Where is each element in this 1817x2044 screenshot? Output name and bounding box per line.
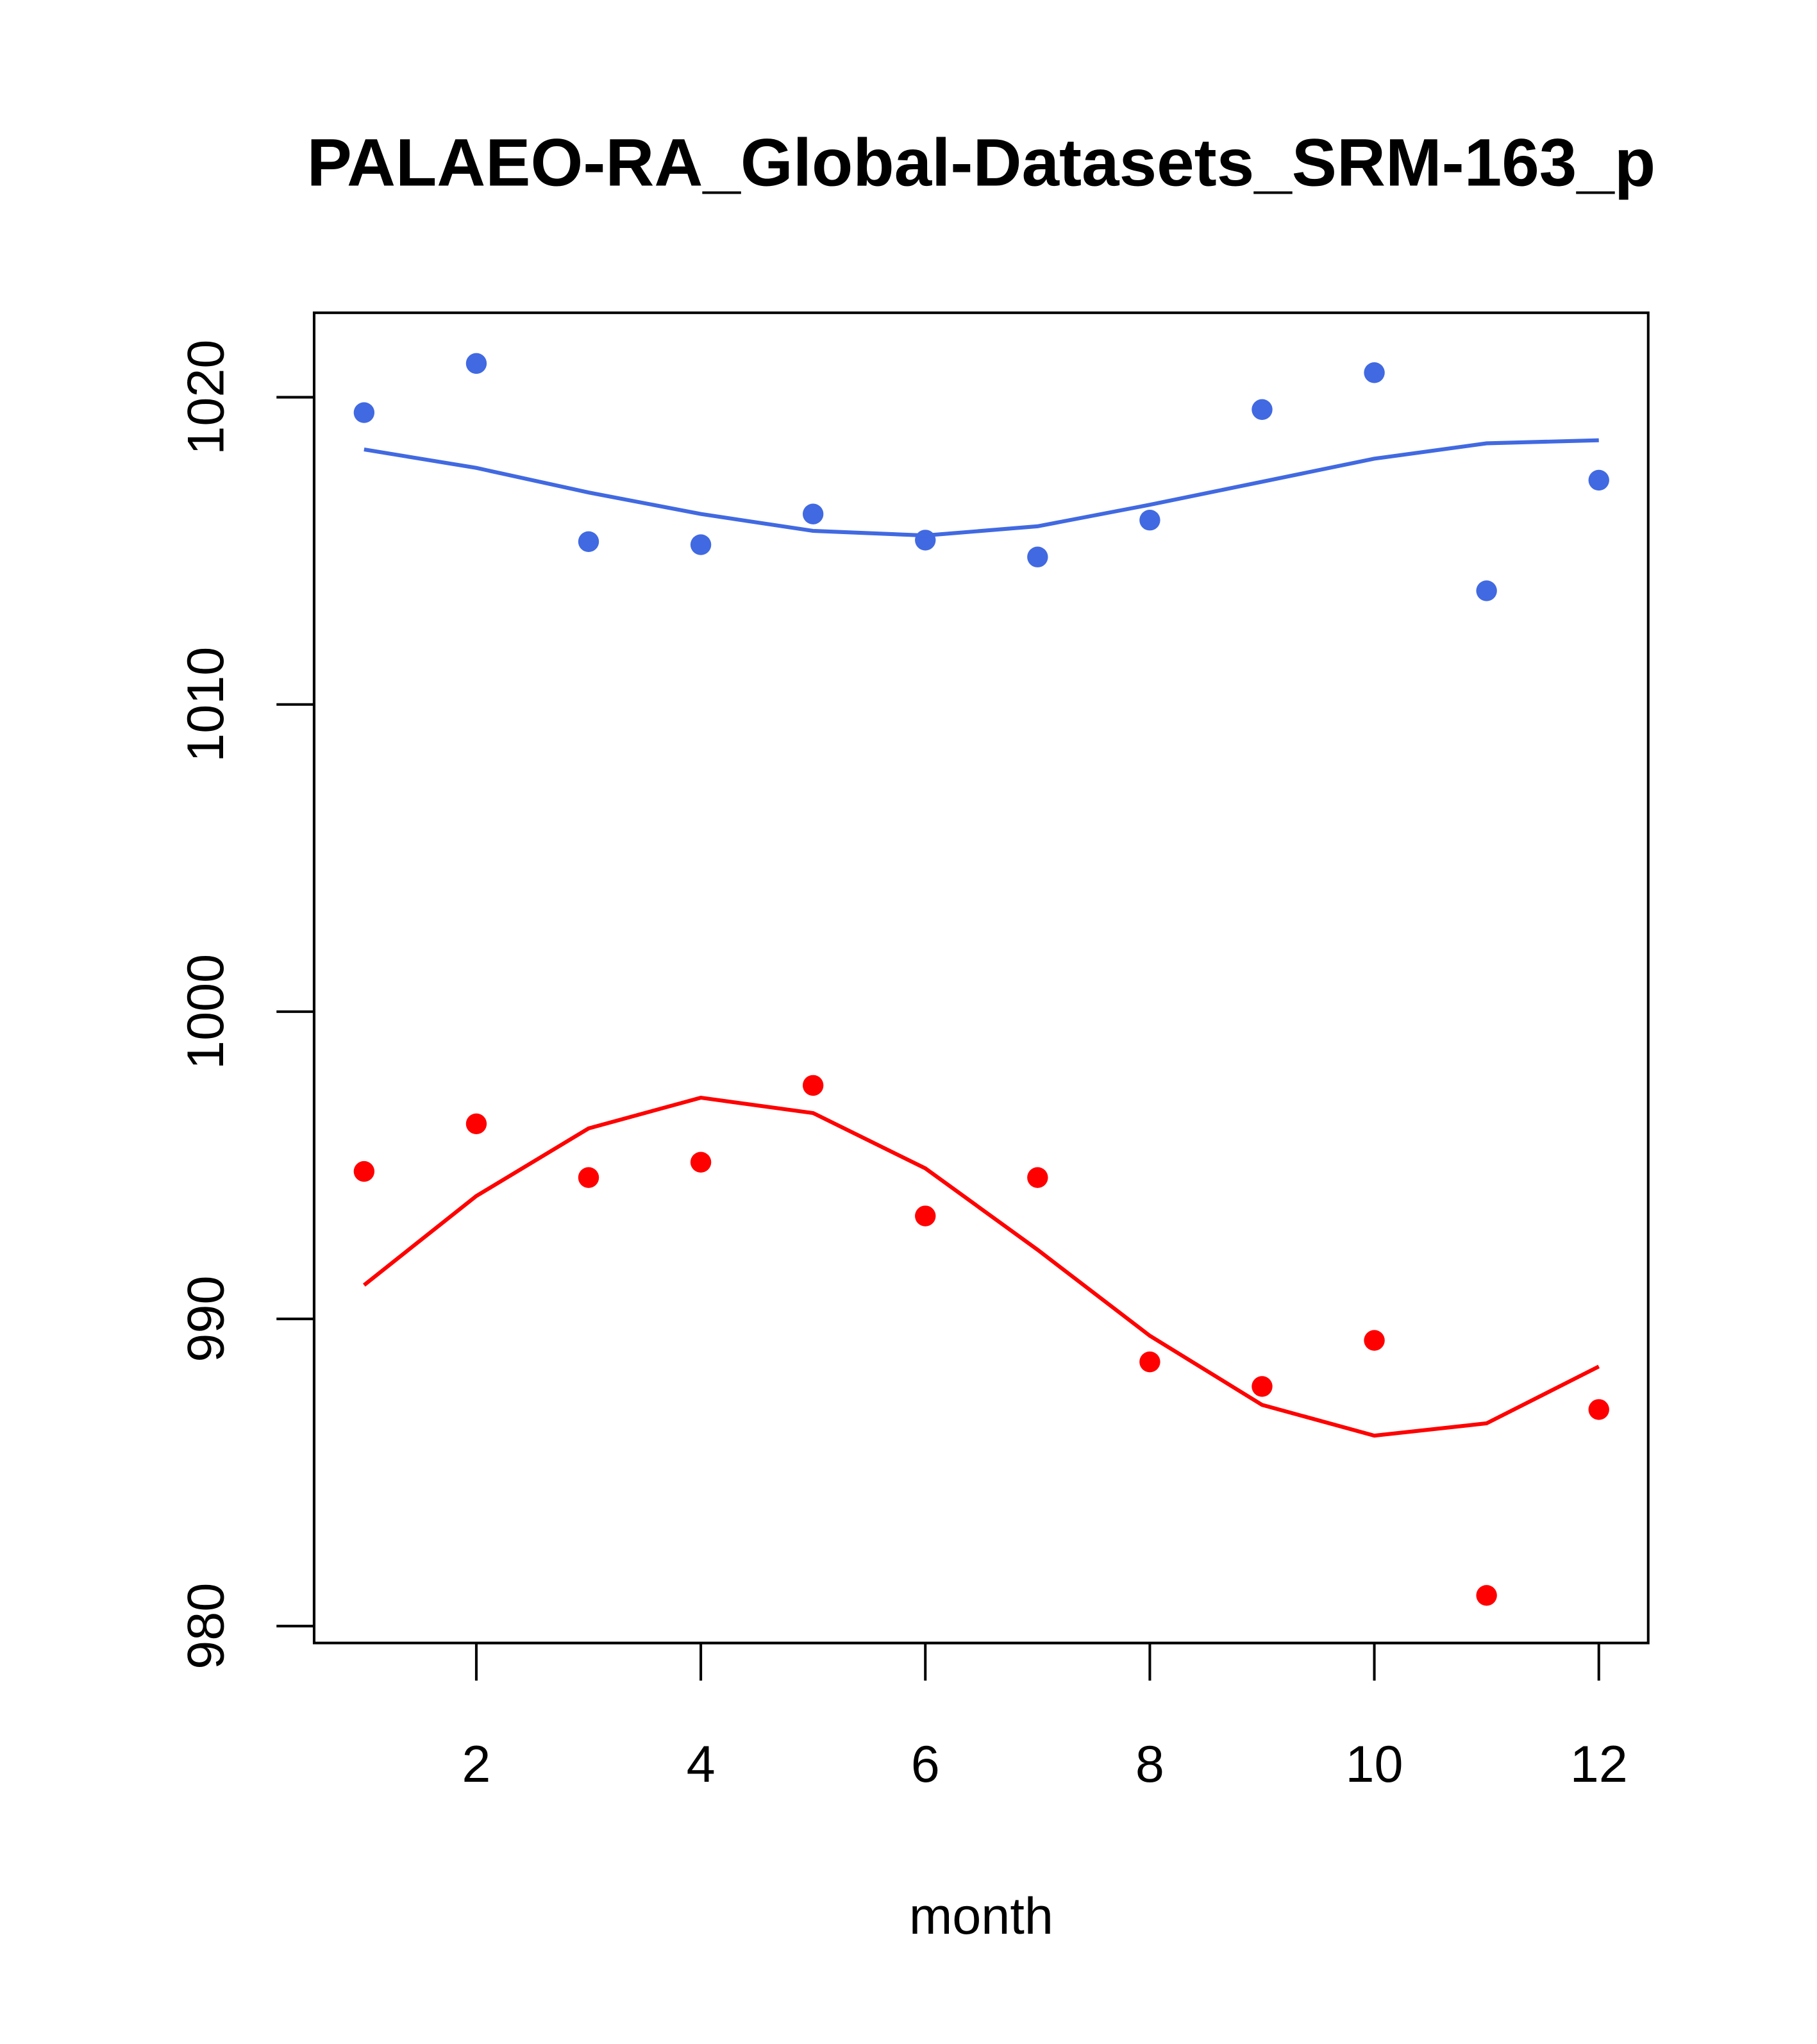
plot-marks	[353, 353, 1609, 1606]
x-axis: 2 4 6 8 10 12	[462, 1641, 1628, 1793]
blue-point	[1476, 580, 1497, 601]
red-point	[915, 1205, 936, 1227]
red-point	[578, 1167, 599, 1188]
x-tick-label: 4	[687, 1736, 716, 1793]
blue-point	[1027, 546, 1048, 567]
y-tick-label: 980	[177, 1583, 235, 1670]
blue-point	[690, 534, 712, 555]
blue-point	[578, 531, 599, 552]
blue-point	[1139, 510, 1160, 531]
x-axis-label: month	[909, 1888, 1053, 1945]
blue-line-series	[364, 438, 1599, 538]
red-line-series	[362, 1095, 1600, 1438]
y-tick-label: 990	[177, 1275, 235, 1362]
red-point	[353, 1160, 375, 1182]
blue-point	[1252, 399, 1273, 420]
chart-title: PALAEO-RA_Global-Datasets_SRM-163_p	[307, 125, 1656, 200]
x-tick-label: 12	[1570, 1736, 1628, 1793]
red-point	[690, 1152, 712, 1173]
y-tick-label: 1020	[177, 340, 235, 455]
blue-point	[1588, 469, 1609, 491]
red-point	[1588, 1399, 1609, 1420]
blue-point	[915, 530, 936, 551]
x-tick-label: 8	[1135, 1736, 1164, 1793]
x-tick-label: 2	[462, 1736, 490, 1793]
y-tick-label: 1000	[177, 954, 235, 1069]
red-point	[1476, 1585, 1497, 1606]
blue-point	[465, 353, 487, 374]
red-point	[1252, 1376, 1273, 1397]
red-point	[1139, 1351, 1160, 1373]
red-point	[465, 1113, 487, 1134]
plot-box	[312, 311, 1650, 1645]
x-tick-label: 10	[1346, 1736, 1403, 1793]
blue-point	[353, 402, 375, 423]
red-point	[802, 1075, 824, 1096]
red-point	[1364, 1330, 1385, 1351]
blue-point	[802, 503, 824, 524]
red-point	[1027, 1167, 1048, 1188]
y-axis: 980 990 1000 1010 1020	[177, 340, 315, 1670]
x-tick-label: 6	[911, 1736, 940, 1793]
blue-point	[1364, 362, 1385, 383]
y-tick-label: 1010	[177, 647, 235, 762]
